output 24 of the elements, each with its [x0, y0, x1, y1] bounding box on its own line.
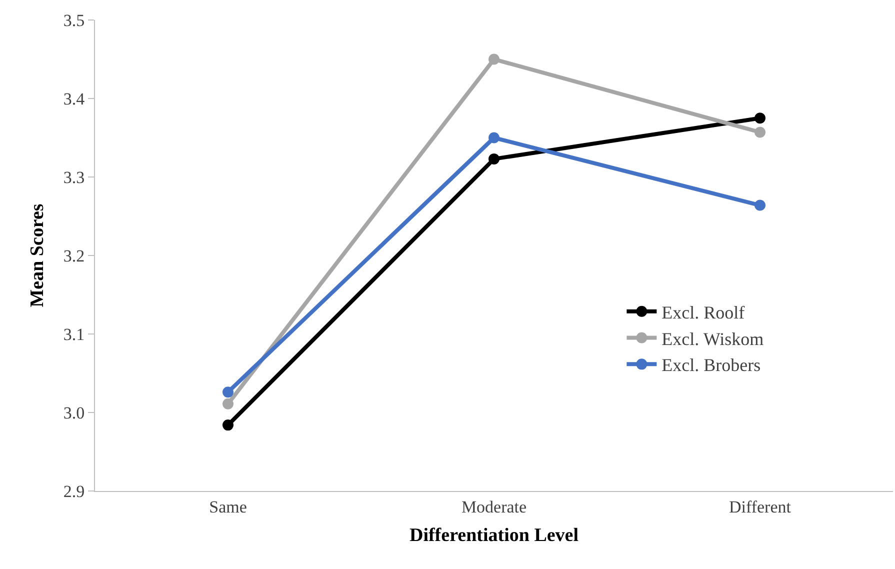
y-tick-label: 3.4 [63, 89, 86, 108]
point [222, 420, 234, 431]
point [222, 398, 234, 410]
point [488, 54, 500, 65]
y-tick-label: 3.0 [63, 403, 85, 422]
x-tick-label: Different [729, 497, 792, 516]
y-axis-title: Mean Scores [27, 204, 48, 308]
x-tick-label: Same [209, 497, 247, 516]
point [488, 153, 500, 164]
y-tick-label: 3.5 [63, 10, 85, 30]
y-tick-label: 3.2 [63, 246, 85, 266]
point [222, 386, 234, 398]
point [488, 132, 500, 144]
legend-label: Excl. Wiskom [662, 328, 764, 349]
x-tick-label: Moderate [461, 497, 527, 516]
point [754, 126, 766, 138]
y-tick-label: 3.3 [63, 168, 85, 187]
legend-label: Excl. Brobers [662, 355, 761, 376]
y-tick-label: 2.9 [63, 482, 85, 501]
y-tick-label: 3.1 [63, 324, 85, 344]
point [754, 112, 766, 124]
legend-label: Excl. Roolf [662, 302, 745, 322]
x-axis-title: Differentiation Level [409, 525, 579, 546]
point [754, 200, 766, 211]
